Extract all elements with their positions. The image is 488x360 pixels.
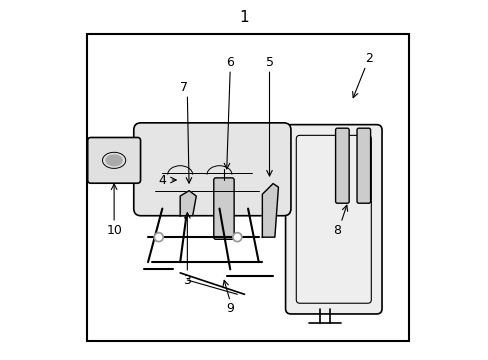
FancyBboxPatch shape [285, 125, 381, 314]
Polygon shape [262, 184, 278, 237]
Text: 5: 5 [265, 55, 273, 69]
Polygon shape [180, 191, 196, 216]
Text: 2: 2 [365, 52, 373, 65]
Circle shape [234, 234, 240, 240]
FancyBboxPatch shape [134, 123, 290, 216]
Text: 1: 1 [239, 10, 249, 25]
FancyBboxPatch shape [356, 128, 370, 203]
Text: 10: 10 [106, 224, 122, 237]
Text: 8: 8 [333, 224, 341, 237]
FancyBboxPatch shape [87, 138, 140, 183]
Text: 3: 3 [183, 274, 191, 287]
Text: 4: 4 [158, 174, 166, 186]
FancyBboxPatch shape [213, 178, 234, 239]
Text: 6: 6 [226, 55, 234, 69]
Text: 9: 9 [226, 302, 234, 315]
FancyBboxPatch shape [335, 128, 348, 203]
Circle shape [232, 233, 242, 242]
Text: 7: 7 [180, 81, 187, 94]
FancyBboxPatch shape [296, 135, 370, 303]
Ellipse shape [106, 155, 122, 166]
Bar [87, 33, 408, 341]
Circle shape [154, 233, 163, 242]
Circle shape [156, 234, 162, 240]
